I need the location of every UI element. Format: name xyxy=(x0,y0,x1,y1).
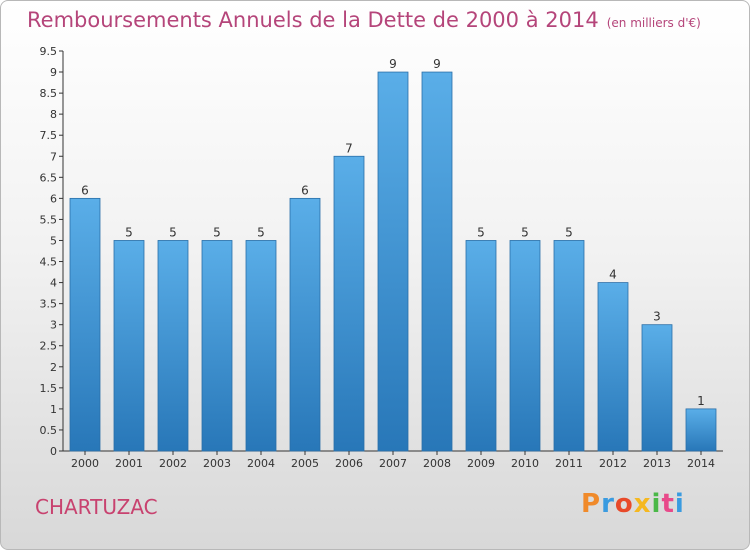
bar xyxy=(553,240,585,452)
data-label: 5 xyxy=(169,225,177,239)
x-tick-label: 2006 xyxy=(335,457,363,470)
bar xyxy=(465,240,497,452)
data-label: 9 xyxy=(433,57,441,71)
y-tick-label: 4 xyxy=(50,277,57,290)
chart-title: Remboursements Annuels de la Dette de 20… xyxy=(27,8,599,32)
logo-letter: o xyxy=(614,489,634,519)
x-tick-label: 2012 xyxy=(599,457,627,470)
data-label: 5 xyxy=(257,225,265,239)
y-tick-label: 5.5 xyxy=(40,213,58,226)
logo-letter: r xyxy=(601,489,615,519)
data-label: 1 xyxy=(697,394,705,408)
y-tick-label: 7.5 xyxy=(40,129,58,142)
bar xyxy=(245,240,277,452)
data-label: 3 xyxy=(653,310,661,324)
data-label: 6 xyxy=(81,183,89,197)
bar xyxy=(157,240,189,452)
y-tick-label: 8 xyxy=(50,108,57,121)
y-tick-label: 0 xyxy=(50,445,57,458)
bar xyxy=(69,197,101,452)
proxiti-logo: Proxiti xyxy=(581,489,685,519)
y-tick-label: 3.5 xyxy=(40,298,58,311)
chart-unit: (en milliers d'€) xyxy=(606,16,701,30)
x-tick-label: 2000 xyxy=(71,457,99,470)
x-tick-label: 2011 xyxy=(555,457,583,470)
y-tick-label: 4.5 xyxy=(40,256,58,269)
x-tick-label: 2003 xyxy=(203,457,231,470)
x-tick-label: 2005 xyxy=(291,457,319,470)
y-tick-label: 2 xyxy=(50,361,57,374)
logo-letter: x xyxy=(633,489,652,519)
bar xyxy=(641,324,673,452)
data-label: 5 xyxy=(565,225,573,239)
y-tick-label: 7 xyxy=(50,150,57,163)
y-tick-label: 9.5 xyxy=(40,45,58,58)
y-tick-label: 0.5 xyxy=(40,424,58,437)
y-tick-label: 6 xyxy=(50,192,57,205)
y-tick-label: 6.5 xyxy=(40,171,58,184)
data-label: 5 xyxy=(477,225,485,239)
bar xyxy=(597,282,629,452)
x-tick-label: 2008 xyxy=(423,457,451,470)
x-tick-label: 2009 xyxy=(467,457,495,470)
data-label: 4 xyxy=(609,268,617,282)
x-tick-label: 2014 xyxy=(687,457,715,470)
chart-title-block: Remboursements Annuels de la Dette de 20… xyxy=(27,8,701,32)
x-tick-label: 2001 xyxy=(115,457,143,470)
data-label: 7 xyxy=(345,141,353,155)
x-tick-label: 2013 xyxy=(643,457,671,470)
y-tick-label: 5 xyxy=(50,234,57,247)
y-tick-label: 3 xyxy=(50,319,57,332)
x-tick-label: 2004 xyxy=(247,457,275,470)
bar xyxy=(289,197,321,452)
x-tick-label: 2002 xyxy=(159,457,187,470)
bar xyxy=(333,155,365,452)
bar xyxy=(685,408,717,452)
data-label: 6 xyxy=(301,183,309,197)
logo-letter: i xyxy=(674,489,685,519)
logo-letter: i xyxy=(651,489,662,519)
y-tick-label: 1 xyxy=(50,403,57,416)
bar xyxy=(113,240,145,452)
y-tick-label: 9 xyxy=(50,66,57,79)
logo-letter: P xyxy=(581,489,602,519)
x-tick-label: 2007 xyxy=(379,457,407,470)
logo-letter: t xyxy=(661,489,675,519)
commune-name: CHARTUZAC xyxy=(35,495,158,519)
data-label: 9 xyxy=(389,57,397,71)
bar xyxy=(377,71,409,452)
y-tick-label: 1.5 xyxy=(40,382,58,395)
bar xyxy=(421,71,453,452)
x-tick-label: 2010 xyxy=(511,457,539,470)
data-label: 5 xyxy=(125,225,133,239)
bar xyxy=(509,240,541,452)
data-label: 5 xyxy=(213,225,221,239)
y-tick-label: 8.5 xyxy=(40,87,58,100)
y-tick-label: 2.5 xyxy=(40,340,58,353)
bar xyxy=(201,240,233,452)
data-label: 5 xyxy=(521,225,529,239)
